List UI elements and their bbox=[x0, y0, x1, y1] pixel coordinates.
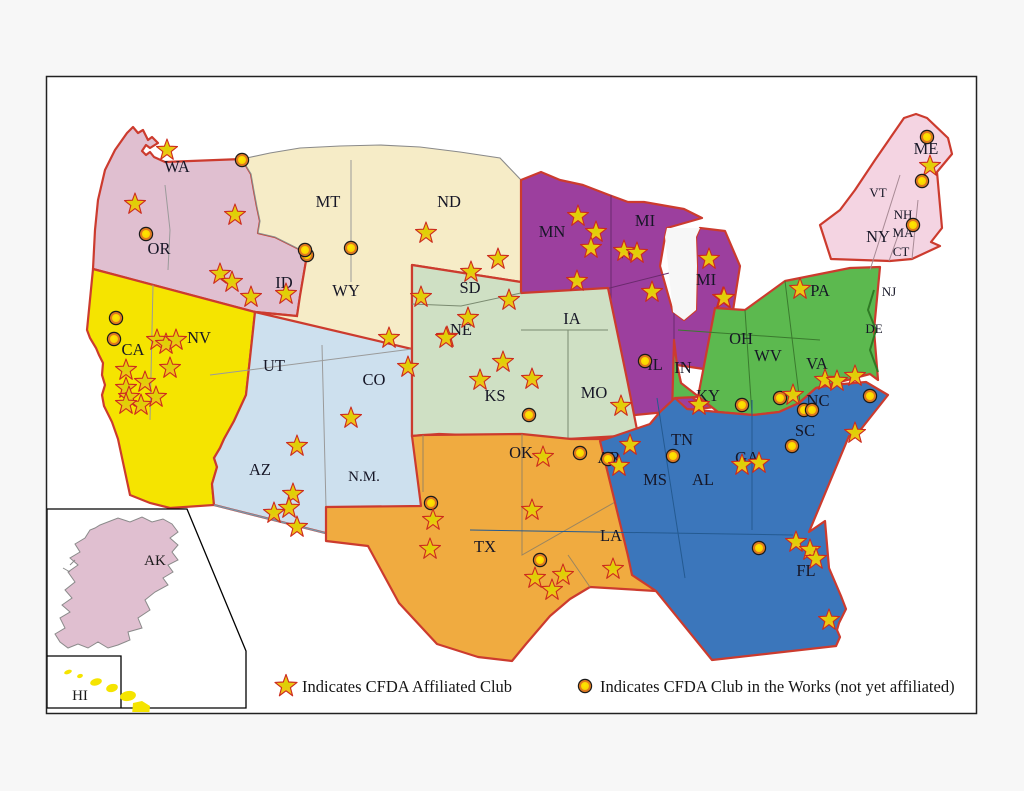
svg-text:PA: PA bbox=[810, 281, 830, 300]
svg-text:Indicates CFDA Club in the Wor: Indicates CFDA Club in the Works (not ye… bbox=[600, 677, 955, 696]
svg-text:ND: ND bbox=[437, 192, 461, 211]
svg-text:AK: AK bbox=[144, 553, 166, 569]
svg-text:Indicates CFDA Affiliated Club: Indicates CFDA Affiliated Club bbox=[302, 677, 512, 696]
svg-text:IN: IN bbox=[674, 358, 691, 377]
svg-text:OH: OH bbox=[729, 329, 753, 348]
svg-text:MI: MI bbox=[696, 270, 716, 289]
svg-text:WA: WA bbox=[164, 157, 190, 176]
svg-text:WY: WY bbox=[332, 281, 360, 300]
svg-text:OK: OK bbox=[509, 443, 533, 462]
svg-text:MS: MS bbox=[643, 470, 667, 489]
svg-text:CO: CO bbox=[363, 370, 386, 389]
svg-text:AZ: AZ bbox=[249, 460, 271, 479]
svg-text:NY: NY bbox=[866, 227, 890, 246]
svg-text:CA: CA bbox=[122, 340, 145, 359]
svg-text:DE: DE bbox=[865, 321, 882, 336]
svg-text:SC: SC bbox=[795, 421, 815, 440]
svg-text:HI: HI bbox=[72, 688, 88, 704]
svg-text:VT: VT bbox=[869, 185, 886, 200]
svg-text:MI: MI bbox=[635, 211, 655, 230]
svg-text:MT: MT bbox=[316, 192, 341, 211]
svg-text:N.M.: N.M. bbox=[348, 469, 380, 485]
svg-text:WV: WV bbox=[754, 346, 782, 365]
svg-text:OR: OR bbox=[148, 239, 171, 258]
svg-text:IA: IA bbox=[563, 309, 580, 328]
svg-text:MO: MO bbox=[581, 383, 608, 402]
svg-text:LA: LA bbox=[600, 526, 622, 545]
svg-text:KS: KS bbox=[484, 386, 505, 405]
svg-text:UT: UT bbox=[263, 356, 285, 375]
svg-text:AL: AL bbox=[692, 470, 714, 489]
svg-text:TX: TX bbox=[474, 537, 496, 556]
svg-text:NV: NV bbox=[187, 328, 211, 347]
svg-text:MN: MN bbox=[539, 222, 566, 241]
svg-text:CT: CT bbox=[893, 244, 910, 259]
svg-text:TN: TN bbox=[671, 430, 693, 449]
svg-text:NJ: NJ bbox=[882, 284, 896, 299]
